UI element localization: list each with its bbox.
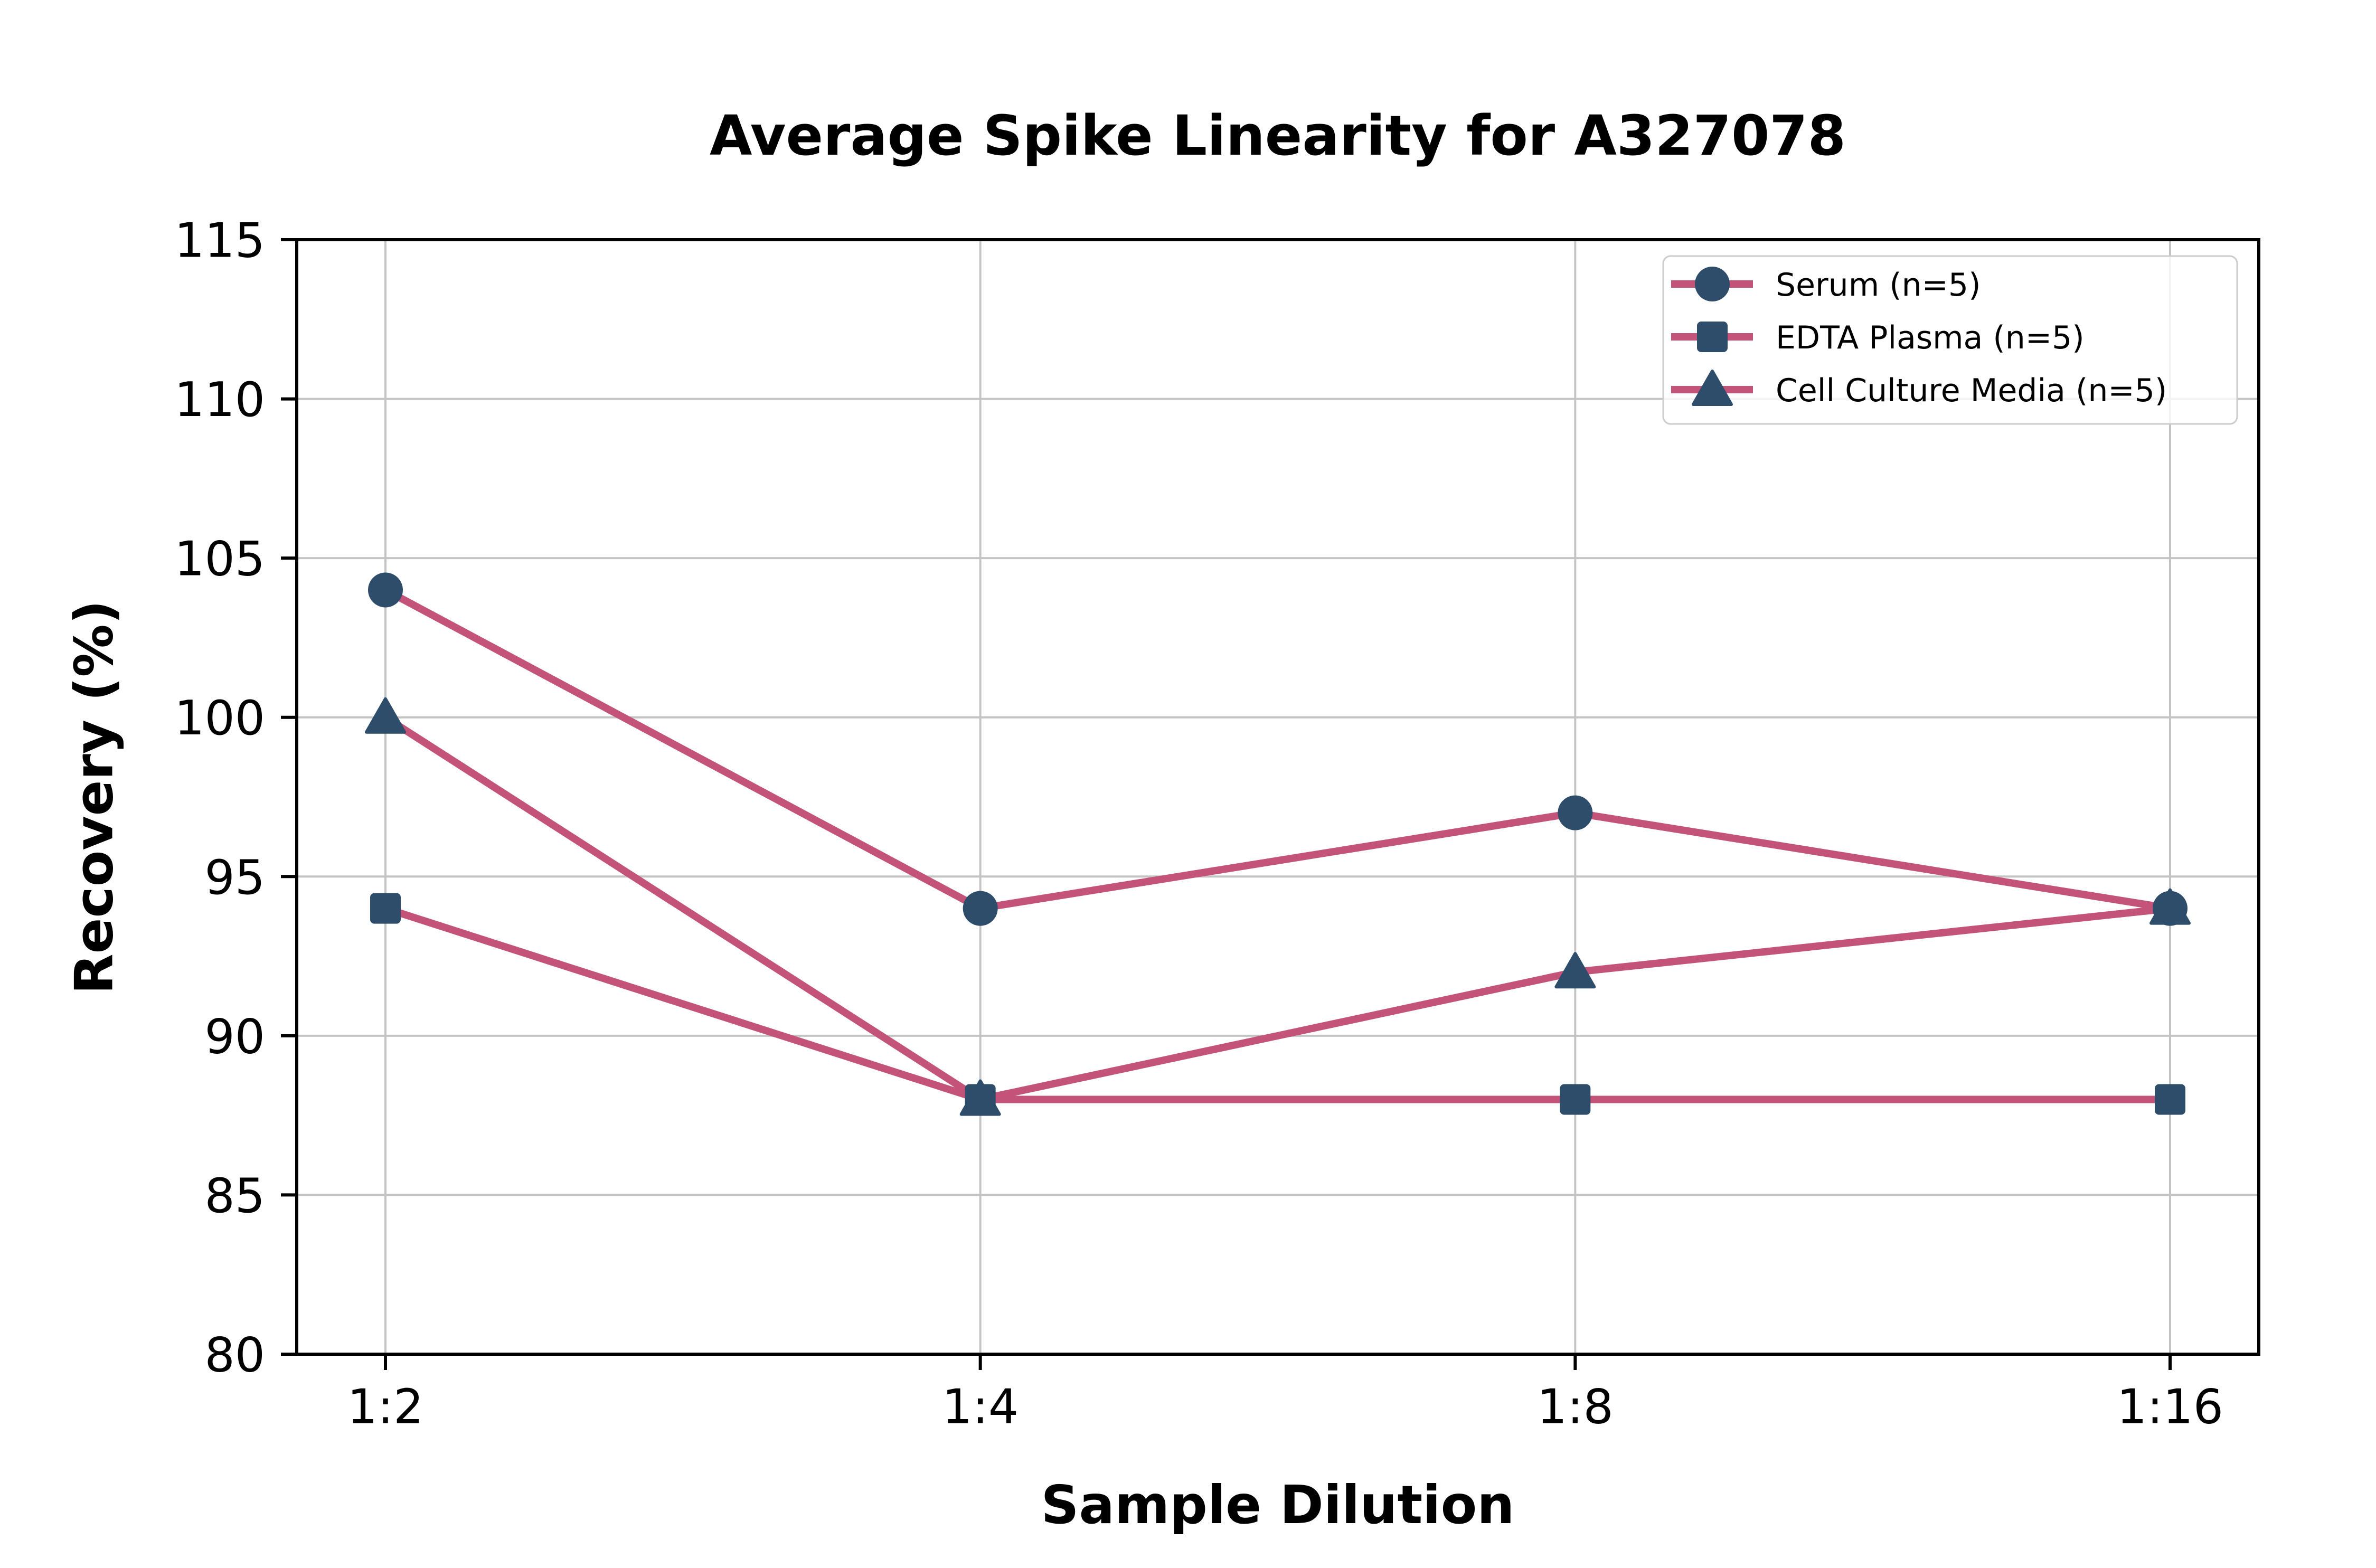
ticks: 80 85 90 95 100 105 110 115 1:2 1:4 1:8 1:16 bbox=[174, 213, 2223, 1435]
square-marker bbox=[2155, 1084, 2185, 1115]
legend-label: Cell Culture Media (n=5) bbox=[1776, 372, 2167, 409]
triangle-marker bbox=[1554, 952, 1596, 989]
series-triangle bbox=[365, 697, 2191, 1116]
legend-entry: Cell Culture Media (n=5) bbox=[1671, 370, 2167, 409]
series-line bbox=[382, 586, 2174, 912]
circle-marker bbox=[368, 572, 403, 608]
legend: Serum (n=5) EDTA Plasma (n=5) Cell Culture… bbox=[1662, 255, 2238, 425]
legend-entry: Serum (n=5) bbox=[1671, 267, 1981, 304]
circle-marker bbox=[963, 891, 998, 926]
legend-label: Serum (n=5) bbox=[1776, 267, 1981, 304]
circle-marker bbox=[2153, 891, 2188, 926]
y-tick-label: 100 bbox=[174, 691, 265, 746]
series-square bbox=[370, 893, 2185, 1115]
series-line bbox=[382, 713, 2174, 1103]
series-group bbox=[365, 572, 2191, 1116]
y-tick-label: 90 bbox=[204, 1009, 265, 1064]
y-tick-label: 115 bbox=[174, 213, 265, 269]
x-tick-label: 1:16 bbox=[2117, 1380, 2223, 1435]
x-tick-label: 1:2 bbox=[347, 1380, 424, 1435]
y-tick-label: 85 bbox=[204, 1168, 265, 1224]
triangle-marker bbox=[365, 697, 406, 734]
legend-circle-icon bbox=[1695, 267, 1730, 301]
square-marker bbox=[965, 1084, 996, 1115]
x-tick-label: 1:4 bbox=[942, 1380, 1019, 1435]
series-circle bbox=[368, 572, 2188, 926]
axes-frame bbox=[295, 238, 2260, 1356]
y-tick-label: 105 bbox=[174, 532, 265, 587]
x-tick-label: 1:8 bbox=[1537, 1380, 1614, 1435]
y-tick-label: 95 bbox=[204, 850, 265, 905]
legend-triangle-icon bbox=[1692, 370, 1733, 406]
square-marker bbox=[1560, 1084, 1591, 1115]
chart-title: Average Spike Linearity for A327078 bbox=[709, 103, 1846, 168]
y-tick-label: 110 bbox=[174, 372, 265, 428]
legend-label: EDTA Plasma (n=5) bbox=[1776, 319, 2085, 356]
legend-entry: EDTA Plasma (n=5) bbox=[1671, 319, 2085, 356]
legend-box bbox=[1662, 255, 2238, 425]
series-line bbox=[382, 904, 2174, 1103]
square-marker bbox=[370, 893, 401, 924]
legend-square-icon bbox=[1697, 322, 1728, 352]
y-tick-label: 80 bbox=[204, 1328, 265, 1383]
circle-marker bbox=[1558, 795, 1593, 830]
x-axis-label: Sample Dilution bbox=[1041, 1474, 1515, 1536]
